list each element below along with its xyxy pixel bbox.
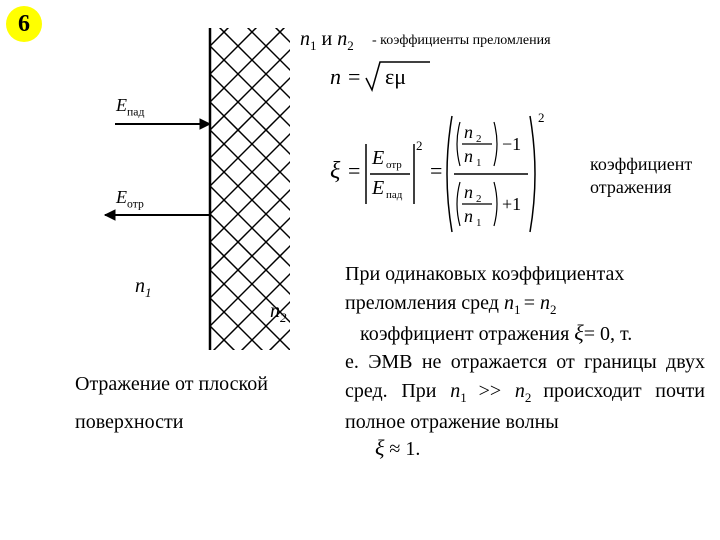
- svg-text:E: E: [371, 177, 384, 199]
- diagram-caption-line2: поверхности: [75, 403, 268, 441]
- formula-xi: ξ = E отр E пад 2 = 2 n 2 n 1 −1 n 2 n: [330, 108, 590, 243]
- xi-approx-1: ξ ≈ 1.: [375, 435, 420, 461]
- svg-text:2: 2: [416, 138, 423, 153]
- svg-text:пад: пад: [386, 189, 403, 201]
- para-line-3: коэффициент отражения ξ= 0, т.: [360, 320, 632, 346]
- diagram-caption: Отражение от плоской поверхности: [75, 365, 268, 441]
- label-n1: n1: [135, 275, 152, 301]
- label-e-pad: Eпад: [116, 95, 144, 119]
- svg-text:n: n: [464, 206, 473, 226]
- para-line-2: преломления сред n1 = n2: [345, 289, 705, 320]
- svg-text:E: E: [371, 147, 384, 169]
- refraction-coeff-desc: - коэффициенты преломления: [372, 33, 551, 49]
- label-e-otr: Eотр: [116, 187, 144, 211]
- formula-n-svg: n = εμ: [330, 58, 450, 98]
- reflection-coeff-label: коэффициент отражения: [590, 153, 692, 198]
- svg-text:=: =: [348, 158, 360, 183]
- para-block-lower: е. ЭМВ не отражается от границы двух сре…: [345, 348, 705, 437]
- svg-text:1: 1: [476, 157, 482, 169]
- explanation-paragraph: При одинаковых коэффициентах преломления…: [345, 260, 705, 320]
- sym-n: n: [330, 64, 341, 89]
- label-n2: n2: [270, 300, 287, 326]
- svg-text:2: 2: [476, 193, 482, 205]
- svg-text:1: 1: [476, 217, 482, 229]
- svg-text:+1: +1: [502, 194, 521, 214]
- n1-n2-header: n1 и n2: [300, 28, 354, 54]
- svg-text:отр: отр: [386, 159, 402, 171]
- para-line-1: При одинаковых коэффициентах: [345, 260, 705, 289]
- svg-text:ξ: ξ: [330, 158, 341, 184]
- sym-eq: =: [348, 64, 360, 89]
- formula-n-sqrt-em: n = εμ: [330, 58, 450, 104]
- svg-text:n: n: [464, 146, 473, 166]
- svg-text:=: =: [430, 158, 442, 183]
- svg-text:n: n: [464, 122, 473, 142]
- formula-xi-svg: ξ = E отр E пад 2 = 2 n 2 n 1 −1 n 2 n: [330, 108, 590, 238]
- svg-text:2: 2: [538, 110, 545, 125]
- sym-epsmu: εμ: [385, 64, 406, 89]
- svg-text:−1: −1: [502, 134, 521, 154]
- svg-text:2: 2: [476, 133, 482, 145]
- diagram-caption-line1: Отражение от плоской: [75, 365, 268, 403]
- svg-text:n: n: [464, 182, 473, 202]
